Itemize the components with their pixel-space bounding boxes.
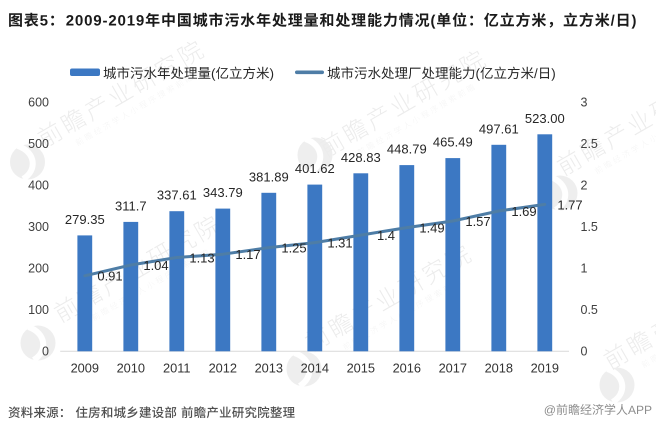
svg-text:1.4: 1.4 [377, 228, 395, 243]
svg-text:1.31: 1.31 [327, 236, 352, 251]
svg-text:2: 2 [581, 179, 588, 193]
svg-text:465.49: 465.49 [433, 135, 473, 150]
svg-text:1.57: 1.57 [465, 214, 490, 229]
svg-text:311.7: 311.7 [115, 198, 147, 213]
svg-text:448.79: 448.79 [387, 142, 427, 157]
svg-text:2014: 2014 [301, 361, 329, 376]
svg-text:0.91: 0.91 [97, 269, 122, 284]
svg-text:300: 300 [28, 220, 49, 234]
svg-text:3: 3 [581, 96, 588, 110]
svg-text:279.35: 279.35 [65, 212, 105, 227]
svg-text:100: 100 [28, 303, 49, 317]
svg-text:2015: 2015 [347, 361, 375, 376]
svg-text:2018: 2018 [485, 361, 513, 376]
svg-text:2011: 2011 [163, 361, 191, 376]
svg-text:1.77: 1.77 [557, 197, 582, 212]
svg-text:1.04: 1.04 [143, 258, 168, 273]
svg-text:1.17: 1.17 [235, 247, 260, 262]
svg-text:2012: 2012 [209, 361, 237, 376]
svg-text:523.00: 523.00 [525, 111, 565, 126]
svg-text:2017: 2017 [439, 361, 467, 376]
svg-text:1.5: 1.5 [581, 220, 598, 234]
svg-text:2019: 2019 [531, 361, 559, 376]
svg-text:381.89: 381.89 [249, 169, 289, 184]
svg-text:0.5: 0.5 [581, 303, 598, 317]
svg-text:428.83: 428.83 [341, 150, 381, 165]
svg-text:2010: 2010 [117, 361, 145, 376]
svg-text:401.62: 401.62 [295, 161, 335, 176]
svg-text:1.69: 1.69 [511, 204, 536, 219]
svg-text:337.61: 337.61 [157, 188, 197, 203]
svg-text:500: 500 [28, 137, 49, 151]
svg-text:1.13: 1.13 [189, 250, 214, 265]
svg-text:200: 200 [28, 262, 49, 276]
svg-text:497.61: 497.61 [479, 121, 519, 136]
svg-text:2.5: 2.5 [581, 137, 598, 151]
svg-text:2013: 2013 [255, 361, 283, 376]
svg-text:1.49: 1.49 [419, 221, 444, 236]
svg-text:0: 0 [581, 345, 588, 359]
svg-text:1: 1 [581, 262, 588, 276]
svg-text:400: 400 [28, 179, 49, 193]
svg-text:2016: 2016 [393, 361, 421, 376]
svg-text:0: 0 [42, 345, 49, 359]
svg-text:1.25: 1.25 [281, 241, 306, 256]
svg-text:2009: 2009 [71, 361, 99, 376]
svg-text:600: 600 [28, 96, 49, 110]
svg-text:343.79: 343.79 [203, 185, 243, 200]
